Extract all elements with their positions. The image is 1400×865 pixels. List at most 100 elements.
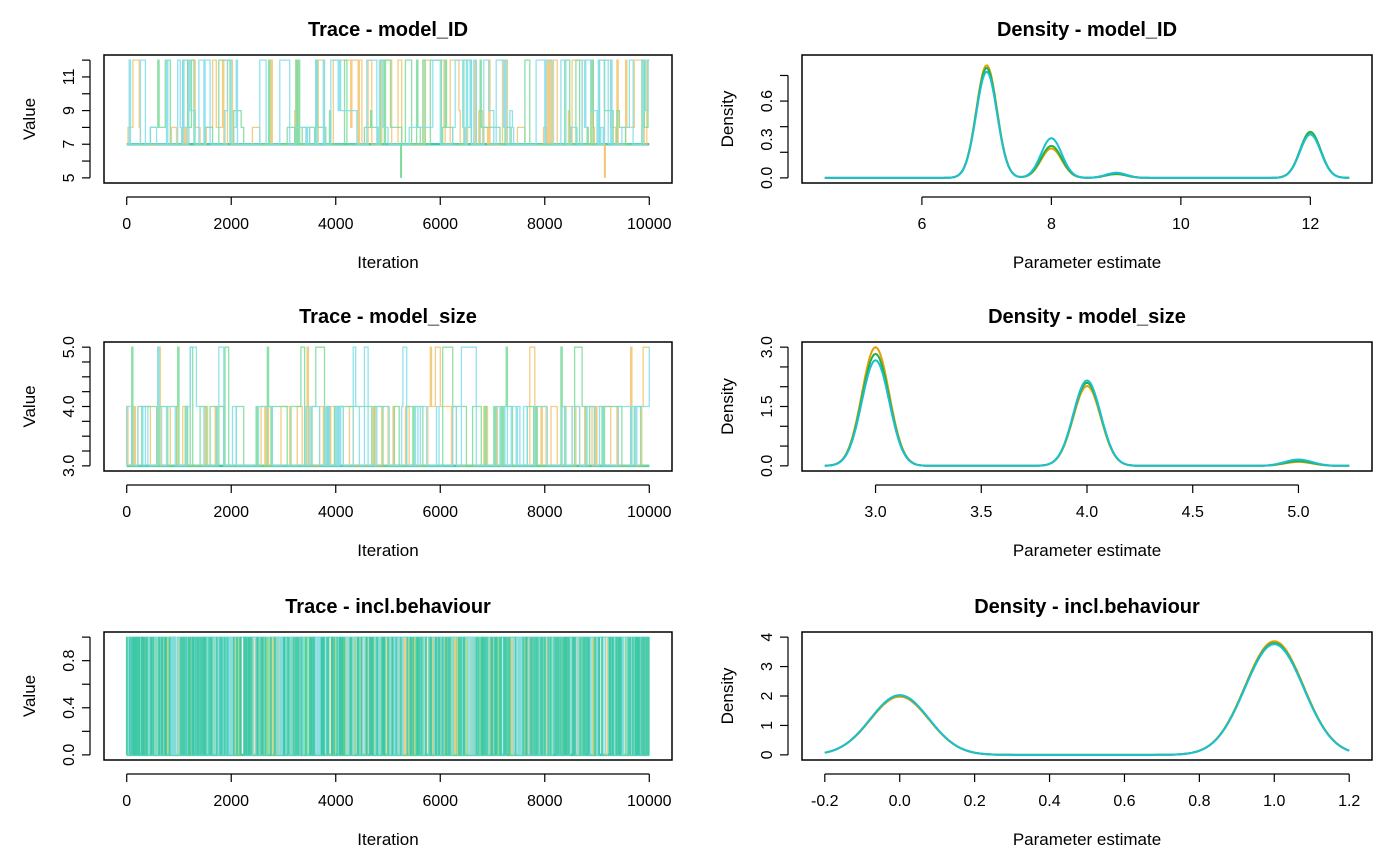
trace-line-chain2 bbox=[126, 346, 650, 467]
x-tick-label: 1.2 bbox=[1338, 793, 1360, 810]
x-tick-label: 6000 bbox=[422, 793, 458, 810]
x-tick-label: 10000 bbox=[627, 216, 672, 233]
plot-frame bbox=[801, 54, 1373, 184]
y-tick-label: 9 bbox=[61, 106, 78, 115]
plot-frame bbox=[801, 341, 1373, 472]
x-tick-label: 6000 bbox=[422, 216, 458, 233]
x-tick-label: 6 bbox=[917, 216, 926, 233]
x-tick-label: 8 bbox=[1047, 216, 1056, 233]
x-tick-label: 4.5 bbox=[1182, 504, 1204, 521]
x-tick-label: 2000 bbox=[213, 216, 249, 233]
y-tick-label: 5 bbox=[61, 173, 78, 182]
y-tick-label: 0.3 bbox=[759, 128, 776, 150]
y-tick-label: 5.0 bbox=[61, 336, 78, 358]
y-tick-label: 0 bbox=[759, 750, 776, 759]
panel-title: Trace - model_ID bbox=[308, 19, 468, 41]
y-tick-label: 1 bbox=[759, 721, 776, 730]
x-tick-label: 10 bbox=[1172, 216, 1190, 233]
y-tick-label: 0.0 bbox=[759, 167, 776, 189]
x-tick-label: 3.5 bbox=[970, 504, 992, 521]
data-series bbox=[824, 64, 1350, 179]
y-tick-label: 3.0 bbox=[759, 336, 776, 358]
x-tick-label: 10000 bbox=[627, 504, 672, 521]
x-tick-label: 0.6 bbox=[1113, 793, 1135, 810]
y-tick-label: 11 bbox=[61, 69, 78, 86]
x-tick-label: 10000 bbox=[627, 793, 672, 810]
y-axis-label: Density bbox=[718, 667, 737, 724]
x-tick-label: 4000 bbox=[318, 504, 354, 521]
x-tick-label: 0 bbox=[122, 216, 131, 233]
x-tick-label: 6000 bbox=[422, 504, 458, 521]
density-line-chain1 bbox=[824, 346, 1350, 467]
density-line-chain1 bbox=[824, 64, 1350, 179]
x-axis-label: Parameter estimate bbox=[1013, 541, 1161, 560]
x-axis-label: Iteration bbox=[357, 541, 418, 560]
x-tick-label: 0.8 bbox=[1188, 793, 1210, 810]
x-tick-label: 8000 bbox=[527, 504, 563, 521]
density-line-chain3 bbox=[824, 359, 1350, 467]
panel-title: Density - model_size bbox=[988, 306, 1186, 328]
x-tick-label: 0 bbox=[122, 504, 131, 521]
x-tick-label: 8000 bbox=[527, 793, 563, 810]
panel-trace_model_size: Trace - model_size Iteration Value 0 2000 400… bbox=[20, 306, 673, 560]
panel-density_incl_behaviour: Density - incl.behaviour Parameter estima… bbox=[718, 596, 1373, 849]
x-tick-label: 2000 bbox=[213, 504, 249, 521]
y-tick-label: 0.4 bbox=[61, 697, 78, 719]
trace-line-chain3 bbox=[126, 346, 650, 467]
plot-frame bbox=[103, 631, 673, 761]
panel-density_model_ID: Density - model_ID Parameter estimate Dens… bbox=[718, 19, 1373, 272]
density-line-chain3 bbox=[824, 70, 1350, 179]
x-tick-label: 0.0 bbox=[889, 793, 911, 810]
panel-title: Density - incl.behaviour bbox=[974, 596, 1200, 618]
y-tick-label: 7 bbox=[61, 140, 78, 149]
panel-trace_incl_behaviour: Trace - incl.behaviour Iteration Value 0 200… bbox=[20, 596, 673, 849]
x-tick-label: 0 bbox=[122, 793, 131, 810]
x-tick-label: 4000 bbox=[318, 793, 354, 810]
x-tick-label: 5.0 bbox=[1287, 504, 1309, 521]
y-tick-label: 3 bbox=[759, 662, 776, 671]
x-tick-label: 4000 bbox=[318, 216, 354, 233]
density-line-chain2 bbox=[824, 641, 1350, 756]
panel-title: Trace - model_size bbox=[299, 306, 477, 328]
x-tick-label: 2000 bbox=[213, 793, 249, 810]
y-tick-label: 3.0 bbox=[61, 455, 78, 477]
x-axis-label: Iteration bbox=[357, 253, 418, 272]
x-tick-label: -0.2 bbox=[811, 793, 839, 810]
data-series bbox=[125, 636, 650, 757]
y-tick-label: 0.8 bbox=[61, 649, 78, 671]
density-line-chain3 bbox=[824, 643, 1350, 756]
y-tick-label: 4 bbox=[759, 633, 776, 642]
x-tick-label: 8000 bbox=[527, 216, 563, 233]
x-tick-label: 1.0 bbox=[1263, 793, 1285, 810]
data-series bbox=[126, 346, 650, 468]
density-line-chain2 bbox=[824, 67, 1350, 179]
y-axis-label: Value bbox=[20, 675, 39, 717]
y-axis-label: Value bbox=[20, 98, 39, 140]
x-axis-label: Parameter estimate bbox=[1013, 830, 1161, 849]
plot-frame bbox=[103, 54, 673, 184]
panel-title: Density - model_ID bbox=[997, 19, 1177, 41]
y-tick-label: 2 bbox=[759, 691, 776, 700]
y-tick-label: 0.0 bbox=[61, 744, 78, 766]
x-axis-label: Iteration bbox=[357, 830, 418, 849]
panel-title: Trace - incl.behaviour bbox=[285, 596, 491, 618]
panel-trace_model_ID: Trace - model_ID Iteration Value 0 2000 4000 6… bbox=[20, 19, 673, 272]
y-tick-label: 4.0 bbox=[61, 395, 78, 417]
data-series bbox=[824, 346, 1350, 467]
y-axis-label: Value bbox=[20, 385, 39, 427]
x-tick-label: 3.0 bbox=[864, 504, 886, 521]
x-tick-label: 0.4 bbox=[1038, 793, 1060, 810]
y-tick-label: 0.0 bbox=[759, 455, 776, 477]
plot-frame bbox=[801, 631, 1373, 761]
data-series bbox=[824, 640, 1350, 756]
x-axis-label: Parameter estimate bbox=[1013, 253, 1161, 272]
trace-line-chain3 bbox=[126, 59, 650, 145]
density-line-chain1 bbox=[824, 640, 1350, 756]
y-tick-label: 0.6 bbox=[759, 90, 776, 112]
y-axis-label: Density bbox=[718, 90, 737, 147]
y-axis-label: Density bbox=[718, 378, 737, 435]
data-series bbox=[126, 59, 650, 178]
x-tick-label: 12 bbox=[1301, 216, 1319, 233]
y-tick-label: 1.5 bbox=[759, 395, 776, 417]
